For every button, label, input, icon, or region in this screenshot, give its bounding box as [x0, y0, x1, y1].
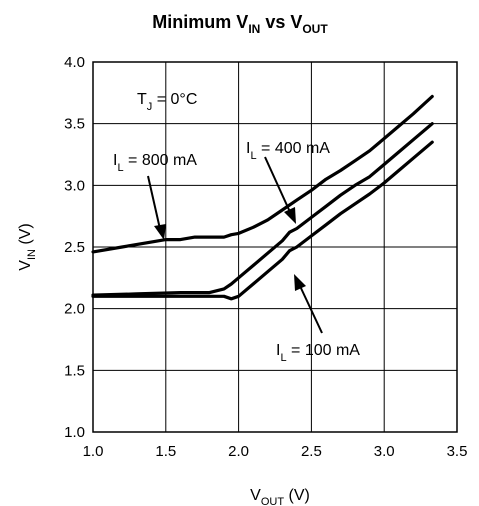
- plot-frame: [92, 61, 458, 433]
- data-series: [91, 94, 434, 301]
- grid-lines: [93, 62, 457, 432]
- arrow-400ma: [264, 156, 296, 224]
- chart-title: Minimum VIN vs VOUT: [152, 12, 328, 36]
- y-tick-label: 1.0: [64, 424, 85, 441]
- y-tick-label: 1.5: [64, 362, 85, 379]
- label-800-main: I: [113, 152, 117, 169]
- x-tick-label: 2.5: [301, 443, 322, 460]
- ylabel-main: V: [17, 260, 34, 271]
- x-tick-label: 2.0: [228, 443, 249, 460]
- title-sub-out: OUT: [302, 22, 328, 36]
- y-axis-label: VIN (V): [17, 223, 38, 270]
- label-100-sub: L: [280, 352, 286, 364]
- xlabel-sub: OUT: [261, 496, 285, 506]
- ylabel-sub: IN: [26, 249, 38, 260]
- series-label-800ma: IL = 800 mA: [113, 152, 197, 174]
- y-tick-label: 4.0: [64, 54, 85, 71]
- condition-sub: J: [147, 101, 153, 113]
- condition-label: TJ = 0°C: [137, 91, 197, 113]
- label-800-rest: = 800 mA: [124, 152, 198, 169]
- title-mid: vs V: [260, 12, 302, 32]
- label-400-main: I: [246, 140, 250, 157]
- series-line-100ma: [91, 140, 434, 301]
- label-100-main: I: [276, 342, 280, 359]
- xlabel-main: V: [250, 487, 261, 504]
- series-label-100ma: IL = 100 mA: [276, 342, 360, 364]
- arrow-800ma: [147, 175, 166, 240]
- y-tick-labels: 1.0 1.5 2.0 2.5 3.0 3.5 4.0: [64, 54, 85, 441]
- ylabel-rest: (V): [17, 223, 34, 249]
- x-tick-label: 1.5: [155, 443, 176, 460]
- arrow-100ma: [294, 274, 323, 334]
- y-tick-label: 2.5: [64, 239, 85, 256]
- series-label-400ma: IL = 400 mA: [246, 140, 330, 162]
- condition-rest: = 0°C: [152, 91, 197, 108]
- y-tick-label: 3.0: [64, 177, 85, 194]
- label-400-rest: = 400 mA: [257, 140, 331, 157]
- x-tick-labels: 1.0 1.5 2.0 2.5 3.0 3.5: [83, 443, 468, 460]
- label-800-sub: L: [117, 162, 123, 174]
- series-line-400ma: [91, 122, 434, 297]
- series-line-800ma: [91, 94, 434, 254]
- x-tick-label: 3.5: [447, 443, 468, 460]
- x-tick-label: 1.0: [83, 443, 104, 460]
- y-tick-label: 2.0: [64, 301, 85, 318]
- label-100-rest: = 100 mA: [287, 342, 361, 359]
- title-main: Minimum V: [152, 12, 248, 32]
- label-400-sub: L: [250, 150, 256, 162]
- y-tick-label: 3.5: [64, 116, 85, 133]
- condition-main: T: [137, 91, 147, 108]
- x-tick-label: 3.0: [374, 443, 395, 460]
- title-sub-in: IN: [248, 22, 260, 36]
- x-axis-label: VOUT (V): [250, 487, 310, 506]
- xlabel-rest: (V): [284, 487, 310, 504]
